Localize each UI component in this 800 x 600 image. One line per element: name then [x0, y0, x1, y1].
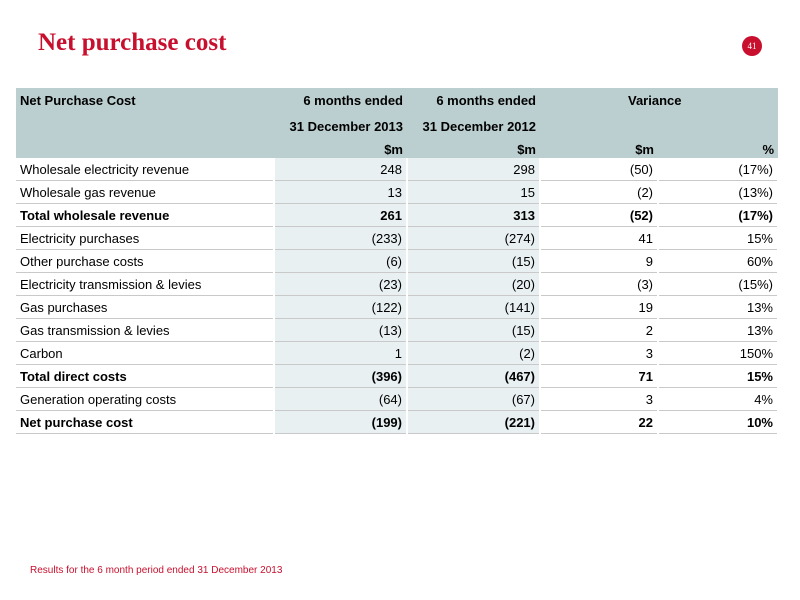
cell-2012: 15 — [407, 180, 541, 204]
cell-2013: (199) — [274, 410, 408, 434]
row-label: Electricity transmission & levies — [16, 272, 275, 296]
table-row: Electricity transmission & levies (23) (20… — [16, 272, 779, 296]
cell-variance-m: (2) — [540, 180, 659, 204]
table-row: Net purchase cost (199) (221) 22 10% — [16, 410, 779, 434]
row-label: Other purchase costs — [16, 249, 275, 273]
row-label: Total wholesale revenue — [16, 203, 275, 227]
cell-2013: (23) — [274, 272, 408, 296]
cell-variance-m: 3 — [540, 387, 659, 411]
cell-2013: (396) — [274, 364, 408, 388]
cell-2012: (67) — [407, 387, 541, 411]
page-number-badge: 41 — [742, 36, 762, 56]
cell-variance-pct: 10% — [658, 410, 779, 434]
cell-variance-pct: (17%) — [658, 158, 779, 181]
unit-variance-pct: % — [658, 140, 778, 158]
cell-variance-m: 9 — [540, 249, 659, 273]
row-label: Gas transmission & levies — [16, 318, 275, 342]
cell-variance-pct: 60% — [658, 249, 779, 273]
cell-variance-m: 2 — [540, 318, 659, 342]
cell-2013: 248 — [274, 158, 408, 181]
header-variance: Variance — [540, 88, 778, 112]
row-label: Wholesale gas revenue — [16, 180, 275, 204]
footnote: Results for the 6 month period ended 31 … — [30, 565, 283, 576]
page-title: Net purchase cost — [38, 29, 227, 56]
cell-variance-pct: 15% — [658, 364, 779, 388]
cell-2013: 261 — [274, 203, 408, 227]
cell-variance-pct: (13%) — [658, 180, 779, 204]
row-label: Net purchase cost — [16, 410, 275, 434]
row-label: Carbon — [16, 341, 275, 365]
table-row: Wholesale gas revenue 13 15 (2) (13%) — [16, 180, 779, 204]
cell-variance-pct: 150% — [658, 341, 779, 365]
table-row: Wholesale electricity revenue 248 298 (50)(… — [16, 158, 779, 181]
cell-2012: (15) — [407, 249, 541, 273]
table-row: Total wholesale revenue 261 313 (52) (17%) — [16, 203, 779, 227]
cell-2012: (2) — [407, 341, 541, 365]
cell-2012: (467) — [407, 364, 541, 388]
table-header-row: 31 December 2013 31 December 2012 — [16, 112, 778, 140]
cell-2013: (6) — [274, 249, 408, 273]
cell-2012: (20) — [407, 272, 541, 296]
net-purchase-cost-table: Net Purchase Cost 6 months ended 6 month… — [16, 88, 779, 434]
header-label: Net Purchase Cost — [16, 88, 274, 112]
cell-2012: (221) — [407, 410, 541, 434]
cell-variance-m: 3 — [540, 341, 659, 365]
cell-variance-pct: (15%) — [658, 272, 779, 296]
cell-variance-m: 41 — [540, 226, 659, 250]
table-row: Gas transmission & levies (13) (15) 2 13% — [16, 318, 779, 342]
cell-2012: 313 — [407, 203, 541, 227]
header-col-2012-line2: 31 December 2012 — [407, 112, 540, 140]
table-row: Gas purchases (122) (141) 19 13% — [16, 295, 779, 319]
cell-variance-m: 22 — [540, 410, 659, 434]
row-label: Total direct costs — [16, 364, 275, 388]
unit-variance-m: $m — [540, 140, 658, 158]
row-label: Gas purchases — [16, 295, 275, 319]
cell-2012: 298 — [407, 158, 541, 181]
header-col-2012-line1: 6 months ended — [407, 88, 540, 112]
cell-variance-pct: 15% — [658, 226, 779, 250]
cell-2013: (13) — [274, 318, 408, 342]
cell-2012: (15) — [407, 318, 541, 342]
table-header-row: Net Purchase Cost 6 months ended 6 month… — [16, 88, 778, 112]
header-col-2013-line1: 6 months ended — [274, 88, 407, 112]
cell-2012: (274) — [407, 226, 541, 250]
cell-2013: (64) — [274, 387, 408, 411]
cell-2013: 1 — [274, 341, 408, 365]
table-row: Carbon 1 (2) 3 150% — [16, 341, 779, 365]
row-label: Electricity purchases — [16, 226, 275, 250]
cell-variance-pct: 13% — [658, 318, 779, 342]
table-body: Wholesale electricity revenue 248 298 (50)(… — [16, 158, 779, 434]
cell-variance-m: (50) — [540, 158, 659, 181]
cell-variance-m: 19 — [540, 295, 659, 319]
cell-2013: (122) — [274, 295, 408, 319]
header-col-2013-line2: 31 December 2013 — [274, 112, 407, 140]
unit-2012: $m — [407, 140, 540, 158]
table-row: Electricity purchases (233) (274) 41 15% — [16, 226, 779, 250]
row-label: Wholesale electricity revenue — [16, 158, 275, 181]
cell-2012: (141) — [407, 295, 541, 319]
unit-2013: $m — [274, 140, 407, 158]
table-row: Generation operating costs (64) (67) 3 4% — [16, 387, 779, 411]
cell-2013: (233) — [274, 226, 408, 250]
row-label: Generation operating costs — [16, 387, 275, 411]
cell-variance-pct: 4% — [658, 387, 779, 411]
cell-variance-m: (3) — [540, 272, 659, 296]
table-header-units-row: $m $m $m % — [16, 140, 778, 158]
cell-variance-pct: (17%) — [658, 203, 779, 227]
cell-2013: 13 — [274, 180, 408, 204]
table-row: Other purchase costs (6) (15) 9 60% — [16, 249, 779, 273]
table-row: Total direct costs (396) (467) 71 15% — [16, 364, 779, 388]
cell-variance-m: 71 — [540, 364, 659, 388]
cell-variance-m: (52) — [540, 203, 659, 227]
cell-variance-pct: 13% — [658, 295, 779, 319]
